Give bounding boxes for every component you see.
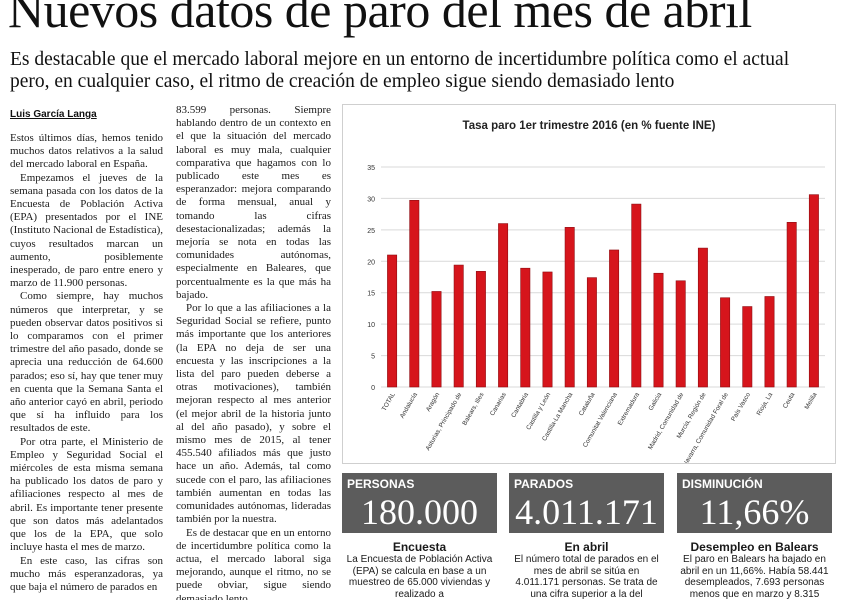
- x-tick-label: País Vasco: [730, 391, 752, 422]
- bar-chart-svg: Tasa paro 1er trimestre 2016 (en % fuent…: [367, 120, 825, 468]
- stat-box-personas: PERSONAS 180.000 Encuesta La Encuesta de…: [342, 473, 497, 600]
- stat-body: El paro en Balears ha bajado en abril en…: [680, 554, 829, 600]
- bar: [720, 297, 731, 388]
- bar: [808, 194, 819, 388]
- y-tick-label: 20: [367, 259, 375, 266]
- bar: [609, 249, 620, 388]
- x-tick-label: Cataluña: [578, 391, 597, 417]
- stat-body: La Encuesta de Población Activa (EPA) se…: [346, 554, 493, 600]
- bar: [409, 200, 420, 388]
- stat-label: DISMINUCIÓN: [677, 473, 832, 493]
- x-tick-label: Extremadura: [617, 391, 642, 427]
- y-tick-label: 30: [367, 196, 375, 203]
- stat-label: PARADOS: [509, 473, 664, 493]
- stat-title: Encuesta: [392, 540, 447, 554]
- x-tick-label: Melilla: [804, 391, 819, 411]
- bar: [764, 296, 775, 388]
- paragraph: 83.599 personas. Siempre hablando dentro…: [176, 104, 331, 301]
- stat-box-disminucion: DISMINUCIÓN 11,66% Desempleo en Balears …: [677, 473, 832, 600]
- stat-value: 180.000: [342, 493, 497, 533]
- paragraph: Como siempre, hay muchos números que int…: [10, 290, 163, 435]
- bar: [742, 306, 753, 388]
- x-tick-label: Cantabria: [510, 391, 530, 419]
- bar: [431, 291, 442, 388]
- bar: [675, 280, 686, 388]
- headline: Nuevos datos de paro del mes de abril: [8, 0, 752, 38]
- y-tick-label: 10: [367, 322, 375, 329]
- bar: [453, 264, 464, 388]
- chart-title: Tasa paro 1er trimestre 2016 (en % fuent…: [463, 120, 716, 132]
- y-tick-label: 35: [367, 165, 375, 172]
- article-column-1: Estos últimos días, hemos tenido muchos …: [10, 132, 163, 600]
- stat-title: Desempleo en Balears: [690, 540, 819, 554]
- byline: Luis García Langa: [10, 109, 97, 120]
- x-tick-label: TOTAL: [381, 391, 397, 412]
- x-tick-label: Galicia: [647, 391, 663, 412]
- bar: [631, 203, 642, 388]
- bar: [542, 271, 553, 388]
- x-tick-label: Andalucía: [399, 391, 419, 420]
- y-tick-label: 0: [371, 385, 375, 392]
- y-tick-label: 25: [367, 228, 375, 235]
- paragraph: Por lo que a las afiliaciones a la Segur…: [176, 302, 331, 526]
- bar: [586, 277, 597, 388]
- paragraph: Es de destacar que en un entorno de ince…: [176, 526, 331, 600]
- subheadline: Es destacable que el mercado laboral mej…: [10, 49, 790, 92]
- paragraph: Estos últimos días, hemos tenido muchos …: [10, 132, 163, 171]
- x-tick-label: Rioja, La: [756, 391, 775, 417]
- bar: [498, 223, 509, 388]
- bar: [564, 227, 575, 388]
- paragraph: Empezamos el jueves de la semana pasada …: [10, 171, 163, 290]
- stat-value: 11,66%: [677, 493, 832, 533]
- bar: [697, 247, 708, 388]
- x-tick-label: Aragón: [425, 391, 442, 413]
- bar: [475, 271, 486, 388]
- unemployment-chart: Tasa paro 1er trimestre 2016 (en % fuent…: [342, 104, 836, 468]
- bar: [786, 222, 797, 388]
- stat-box-parados: PARADOS 4.011.171 En abril El número tot…: [509, 473, 664, 600]
- stat-value: 4.011.171: [509, 493, 664, 533]
- x-tick-label: Balears, Illes: [461, 392, 485, 427]
- paragraph: Por otra parte, el Ministerio de Empleo …: [10, 435, 163, 554]
- article-column-2: 83.599 personas. Siempre hablando dentro…: [176, 104, 331, 600]
- bar: [520, 267, 531, 388]
- stat-title: En abril: [564, 540, 609, 554]
- stat-label: PERSONAS: [342, 473, 497, 493]
- y-tick-label: 15: [367, 291, 375, 298]
- x-tick-label: Canarias: [489, 392, 508, 418]
- stat-body: El número total de parados en el mes de …: [514, 554, 659, 600]
- bar: [387, 254, 398, 388]
- x-tick-label: Ceuta: [782, 391, 797, 410]
- y-tick-label: 5: [371, 354, 375, 361]
- paragraph: En este caso, las cifras son mucho más e…: [10, 554, 163, 593]
- bar: [653, 272, 664, 388]
